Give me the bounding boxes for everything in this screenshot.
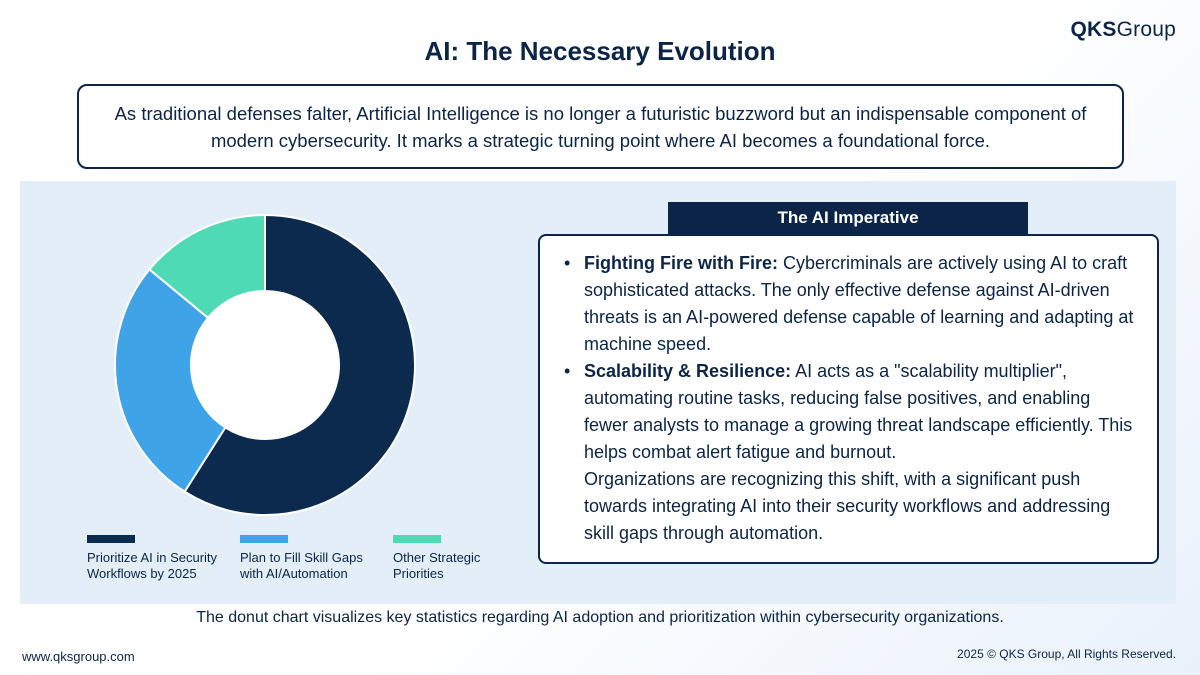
intro-box: As traditional defenses falter, Artifici…: [77, 84, 1124, 169]
copyright-text: 2025 © QKS Group, All Rights Reserved.: [957, 647, 1176, 661]
legend-item-other-priorities: Other Strategic Priorities: [393, 535, 528, 582]
legend-swatch: [240, 535, 288, 543]
legend-label: Other Strategic Priorities: [393, 550, 481, 581]
legend-label: Plan to Fill Skill Gaps with AI/Automati…: [240, 550, 363, 581]
legend-item-skill-gaps: Plan to Fill Skill Gaps with AI/Automati…: [240, 535, 375, 582]
imperative-header: The AI Imperative: [668, 202, 1028, 234]
legend-swatch: [87, 535, 135, 543]
brand-name-light: Group: [1116, 18, 1176, 41]
bullet-dot: •: [564, 361, 571, 381]
bullet-text: AI acts as a "scalability multiplier", a…: [584, 361, 1133, 462]
intro-text: As traditional defenses falter, Artifici…: [114, 102, 1087, 151]
legend-label: Prioritize AI in Security Workflows by 2…: [87, 550, 218, 581]
bullet-scalability: • Scalability & Resilience: AI acts as a…: [564, 358, 1137, 466]
bullet-dot: •: [564, 253, 571, 273]
website-link[interactable]: www.qksgroup.com: [22, 649, 135, 664]
brand-name-bold: QKS: [1070, 18, 1117, 41]
chart-caption: The donut chart visualizes key statistic…: [196, 609, 1004, 626]
bullet-fighting-fire: • Fighting Fire with Fire: Cybercriminal…: [564, 250, 1137, 358]
bullet-text: Cybercriminals are actively using AI to …: [584, 253, 1134, 354]
closing-text: Organizations are recognizing this shift…: [584, 469, 1111, 543]
legend-swatch: [393, 535, 441, 543]
bullet-label: Scalability & Resilience:: [584, 361, 792, 381]
imperative-box: • Fighting Fire with Fire: Cybercriminal…: [538, 234, 1159, 564]
donut-hole: [191, 291, 339, 439]
bullet-label: Fighting Fire with Fire:: [584, 253, 778, 273]
donut-chart: [114, 213, 416, 516]
page-title: AI: The Necessary Evolution: [424, 36, 776, 66]
brand-logo: QKSGroup: [1071, 18, 1176, 42]
legend-item-prioritize-ai: Prioritize AI in Security Workflows by 2…: [87, 535, 222, 582]
